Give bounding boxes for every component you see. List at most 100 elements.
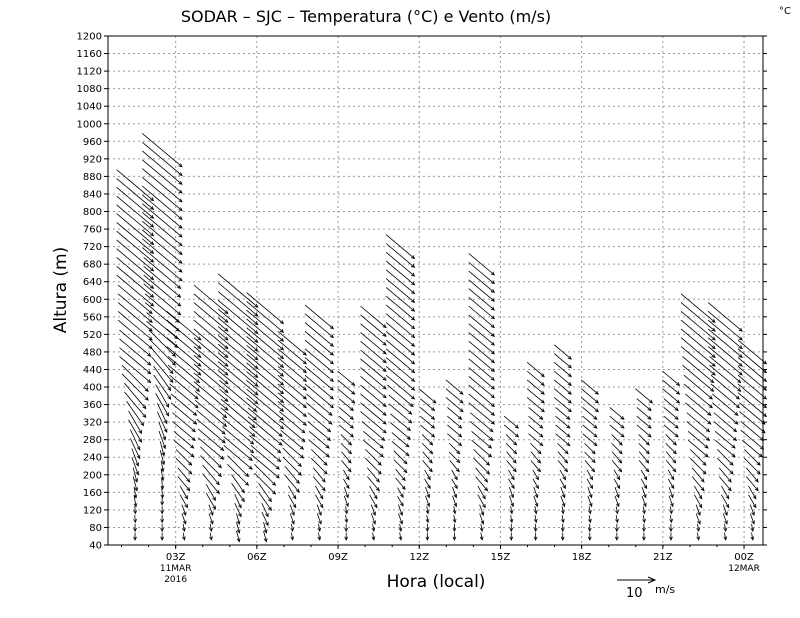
wind-vector [421,434,433,446]
wind-vector [277,392,307,417]
wind-vector [365,449,382,466]
wind-vector-head [379,444,384,449]
wind-vector [640,469,648,480]
wind-vector-head [567,399,572,404]
wind-vector-head [194,404,199,409]
wind-vector-head [669,527,673,533]
wind-vector-head [165,412,170,417]
wind-vector [277,330,307,356]
wind-vector-head [675,390,681,395]
wind-vector-head [737,379,742,384]
wind-vector [737,366,767,391]
wind-vector-head [540,373,545,378]
wind-vector [468,367,495,390]
wind-vector [385,304,415,330]
wind-vector [447,415,462,429]
y-tick-label: 840 [83,189,102,200]
wind-vector-head [379,453,384,458]
wind-vector [121,364,149,392]
y-axis: 40 80 120 160 200 240 280 320 360 400 440 480 520 560… [77,32,767,552]
wind-vector [343,486,349,498]
wind-vector [665,451,677,464]
wind-vector-head [564,468,569,473]
wind-vector-head [696,527,701,532]
wind-vector-head [454,484,458,490]
wind-vector [142,194,183,229]
x-tick-label: 12Z [409,552,429,563]
wind-vector-head [140,421,145,427]
wind-vector [217,273,259,308]
wind-vector [308,439,330,458]
wind-vector [697,523,700,532]
wind-vector [193,346,229,376]
wind-vector-head [238,504,242,509]
wind-vector [153,374,171,400]
wind-vector-head [224,362,229,367]
wind-vector-head [587,536,592,541]
wind-vector-head [398,536,403,541]
wind-vector-head [194,395,199,400]
wind-vector [306,393,333,416]
wind-vector [310,457,328,475]
wind-vector-head [594,399,599,404]
wind-vector [360,305,387,328]
wind-vector-head [133,518,138,524]
wind-vector [277,339,307,365]
wind-vector [158,422,166,440]
wind-vector-head [727,487,732,492]
wind-vector [193,302,229,332]
wind-vector-head [509,510,514,515]
wind-vector-head [254,400,259,405]
wind-vector [447,407,462,420]
wind-vector [277,348,307,373]
wind-vector [609,415,625,429]
wind-vector-head [490,306,495,311]
wind-vector-head [251,424,256,429]
wind-vector [116,195,154,228]
wind-vector [310,449,328,466]
wind-vector [119,329,151,357]
wind-vector [393,450,408,465]
wind-vector [445,379,464,395]
wind-vector [526,370,545,386]
wind-vector [707,319,743,349]
wind-vector-head [241,489,245,494]
wind-vector-head [344,518,349,524]
wind-vector [395,477,406,490]
wind-vector [341,460,352,472]
wind-vector [669,506,673,514]
y-tick-label: 480 [83,347,102,358]
wind-vector-head [409,403,414,408]
wind-vector-head [425,527,430,533]
wind-vector [304,374,334,400]
wind-vector [614,486,620,498]
wind-vector-head [697,511,701,516]
wind-vector-head [290,527,295,532]
wind-vector [505,442,517,454]
wind-vector-head [670,476,675,481]
plot-frame [107,35,764,546]
wind-vector-head [428,468,433,473]
wind-vector [528,433,543,446]
wind-vector-head [302,421,307,426]
wind-vector-head [263,529,268,534]
wind-vector [124,382,147,409]
wind-vector-head [539,433,544,438]
wind-vector [277,374,307,400]
wind-vector [246,301,284,333]
wind-vector-head [302,404,307,409]
wind-vector [372,523,375,532]
wind-vector-head [510,484,515,490]
wind-vector [181,513,187,525]
wind-vector [170,393,197,416]
wind-vector [445,388,464,404]
wind-vector [714,439,736,458]
wind-vector [468,402,495,425]
wind-vector-head [751,520,755,525]
wind-vector-head [672,441,677,446]
wind-vector-head [371,527,376,532]
wind-vector-head [618,468,623,473]
wind-vector-head [490,394,495,399]
wind-vector [399,523,402,532]
wind-vector [193,381,229,411]
